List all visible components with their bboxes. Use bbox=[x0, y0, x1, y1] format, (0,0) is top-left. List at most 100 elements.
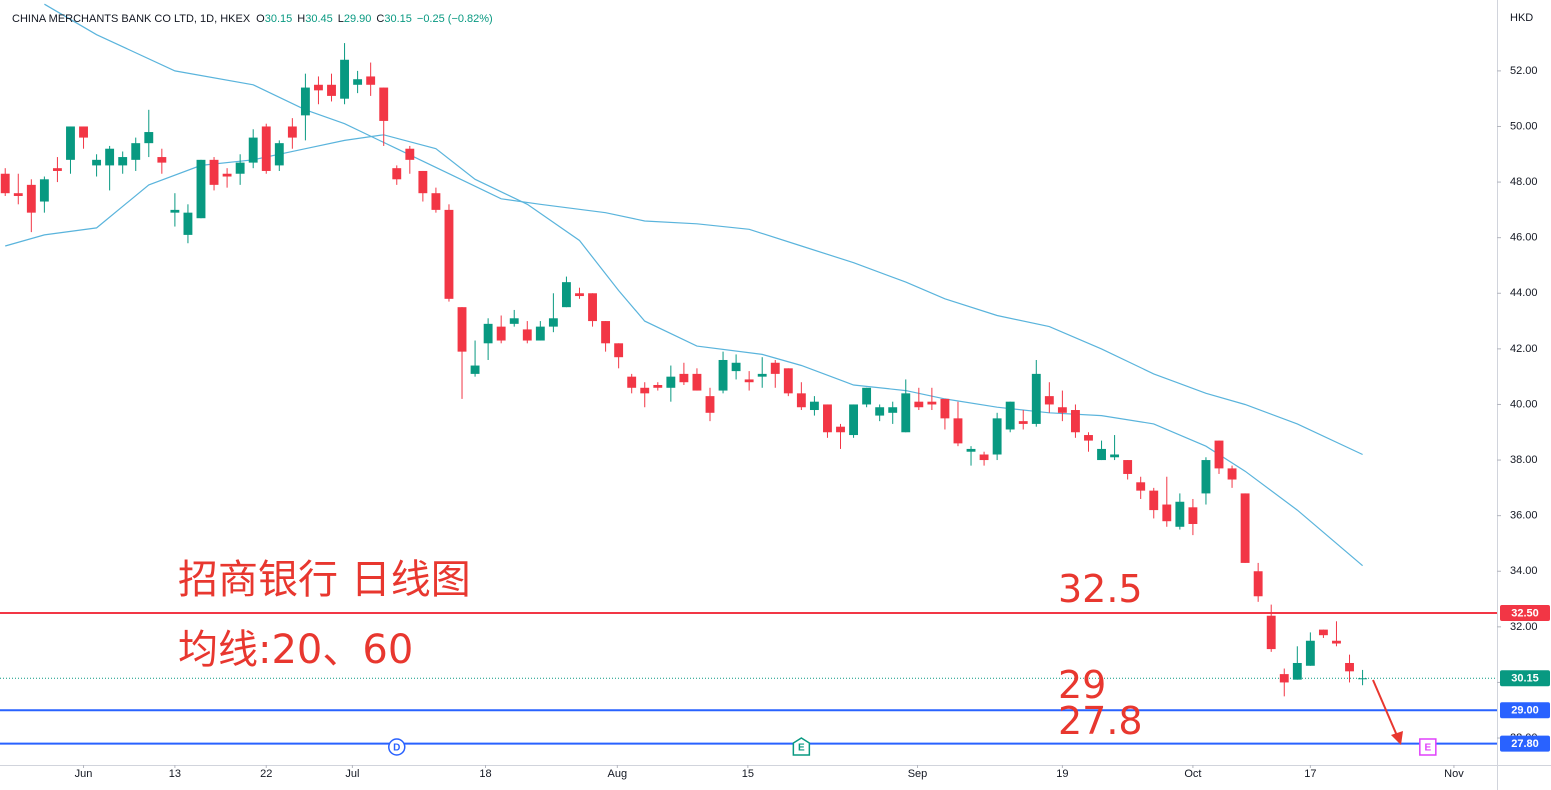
candle-body bbox=[927, 401, 937, 405]
moving-average bbox=[44, 3, 1363, 456]
price-label: 30.15 bbox=[1511, 673, 1539, 685]
candle-body bbox=[118, 157, 128, 166]
candle-body bbox=[0, 173, 10, 194]
candle-body bbox=[731, 362, 741, 372]
overlay: HKD 28.0030.0032.0034.0036.0038.0040.004… bbox=[12, 12, 1550, 780]
candle-body bbox=[52, 168, 62, 171]
candle-body bbox=[92, 159, 102, 166]
price-label-box bbox=[1500, 702, 1550, 719]
arrow-head bbox=[1391, 731, 1403, 745]
event-label: D bbox=[393, 743, 400, 754]
price-label: 27.80 bbox=[1511, 738, 1539, 750]
quote-value: 30.15 bbox=[384, 13, 412, 25]
candle-body bbox=[248, 137, 258, 163]
x-tick-label: Aug bbox=[608, 768, 628, 780]
quote-key: H bbox=[297, 13, 305, 25]
candle-body bbox=[953, 418, 963, 444]
candle-body bbox=[1057, 407, 1067, 413]
candle-body bbox=[392, 168, 402, 180]
candle-body bbox=[379, 87, 389, 121]
candle-body bbox=[862, 387, 872, 405]
quote-key: L bbox=[338, 13, 344, 25]
candle-body bbox=[131, 143, 141, 160]
event-marker bbox=[792, 737, 811, 756]
candle-body bbox=[340, 59, 349, 99]
x-tick-label: Oct bbox=[1184, 768, 1201, 780]
candle-body bbox=[548, 318, 558, 327]
candle-body bbox=[470, 365, 480, 374]
arrow bbox=[1372, 679, 1399, 739]
candle-body bbox=[1044, 396, 1054, 405]
quote-change: −0.25 (−0.82%) bbox=[417, 13, 493, 25]
x-tick-label: 15 bbox=[742, 768, 754, 780]
candle-body bbox=[849, 404, 859, 436]
candle-body bbox=[1266, 615, 1276, 650]
y-tick-label: 46.00 bbox=[1510, 232, 1538, 244]
y-tick-label: 42.00 bbox=[1510, 343, 1538, 355]
candle-body bbox=[744, 379, 754, 383]
candle-body bbox=[679, 373, 689, 383]
candle-body bbox=[940, 398, 950, 419]
candle-body bbox=[627, 376, 637, 388]
candle-body bbox=[1188, 507, 1198, 524]
candle-body bbox=[300, 87, 310, 116]
candle-body bbox=[1240, 493, 1250, 563]
x-tick-label: Sep bbox=[908, 768, 928, 780]
annotation: 29 bbox=[1058, 663, 1106, 707]
candle-body bbox=[444, 209, 454, 299]
candle-body bbox=[783, 368, 793, 394]
candle-body bbox=[1253, 571, 1263, 597]
candle-body bbox=[692, 373, 702, 391]
x-tick-label: Nov bbox=[1444, 768, 1464, 780]
y-tick-label: 52.00 bbox=[1510, 65, 1538, 77]
x-tick-label: Jul bbox=[345, 768, 359, 780]
candle-body bbox=[522, 329, 532, 341]
candle-body bbox=[157, 157, 167, 163]
candle-body bbox=[992, 418, 1002, 455]
candle-body bbox=[1358, 678, 1368, 680]
candle-body bbox=[1214, 440, 1224, 469]
candle-body bbox=[1279, 674, 1289, 683]
candle-body bbox=[79, 126, 88, 138]
candle-body bbox=[1149, 490, 1159, 511]
candle-body bbox=[1018, 421, 1028, 424]
candle-body bbox=[561, 282, 571, 308]
x-tick-label: 13 bbox=[169, 768, 181, 780]
candle-body bbox=[966, 448, 976, 452]
annotation: 均线:20、60 bbox=[178, 627, 413, 673]
candle-body bbox=[757, 373, 767, 377]
candle-body bbox=[431, 193, 441, 210]
candle-body bbox=[979, 454, 989, 461]
candle-body bbox=[914, 401, 924, 408]
candle-body bbox=[588, 293, 597, 322]
candle-body bbox=[66, 126, 75, 160]
header: CHINA MERCHANTS BANK CO LTD, 1D, HKEX O30… bbox=[12, 13, 493, 25]
candle-body bbox=[1318, 629, 1328, 636]
candle-body bbox=[418, 170, 428, 194]
candle-body bbox=[222, 173, 232, 177]
candle-body bbox=[535, 326, 545, 341]
price-label: 32.50 bbox=[1511, 607, 1539, 619]
candle-body bbox=[653, 385, 663, 388]
candle-body bbox=[770, 362, 780, 374]
candle-body bbox=[705, 396, 715, 413]
candle-body bbox=[836, 426, 845, 433]
candle-body bbox=[1345, 662, 1354, 672]
y-tick-label: 44.00 bbox=[1510, 287, 1538, 299]
x-tick-label: 17 bbox=[1304, 768, 1316, 780]
price-label: 29.00 bbox=[1511, 705, 1539, 717]
candle-body bbox=[1175, 501, 1185, 527]
candle-body bbox=[235, 162, 245, 174]
x-tick-label: Jun bbox=[75, 768, 93, 780]
price-label-box bbox=[1500, 670, 1550, 687]
quote-key: C bbox=[376, 13, 384, 25]
candle-body bbox=[13, 193, 23, 196]
candle-body bbox=[601, 321, 611, 344]
candle-body bbox=[1227, 468, 1237, 480]
candle-body bbox=[1201, 460, 1211, 494]
candle-body bbox=[796, 393, 806, 408]
candle-body bbox=[1097, 448, 1106, 461]
candle-body bbox=[405, 148, 415, 160]
candle-body bbox=[353, 79, 363, 85]
